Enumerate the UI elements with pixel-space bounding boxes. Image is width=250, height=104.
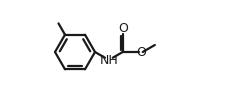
Text: O: O xyxy=(136,46,146,58)
Text: O: O xyxy=(118,22,128,35)
Text: NH: NH xyxy=(100,53,118,66)
